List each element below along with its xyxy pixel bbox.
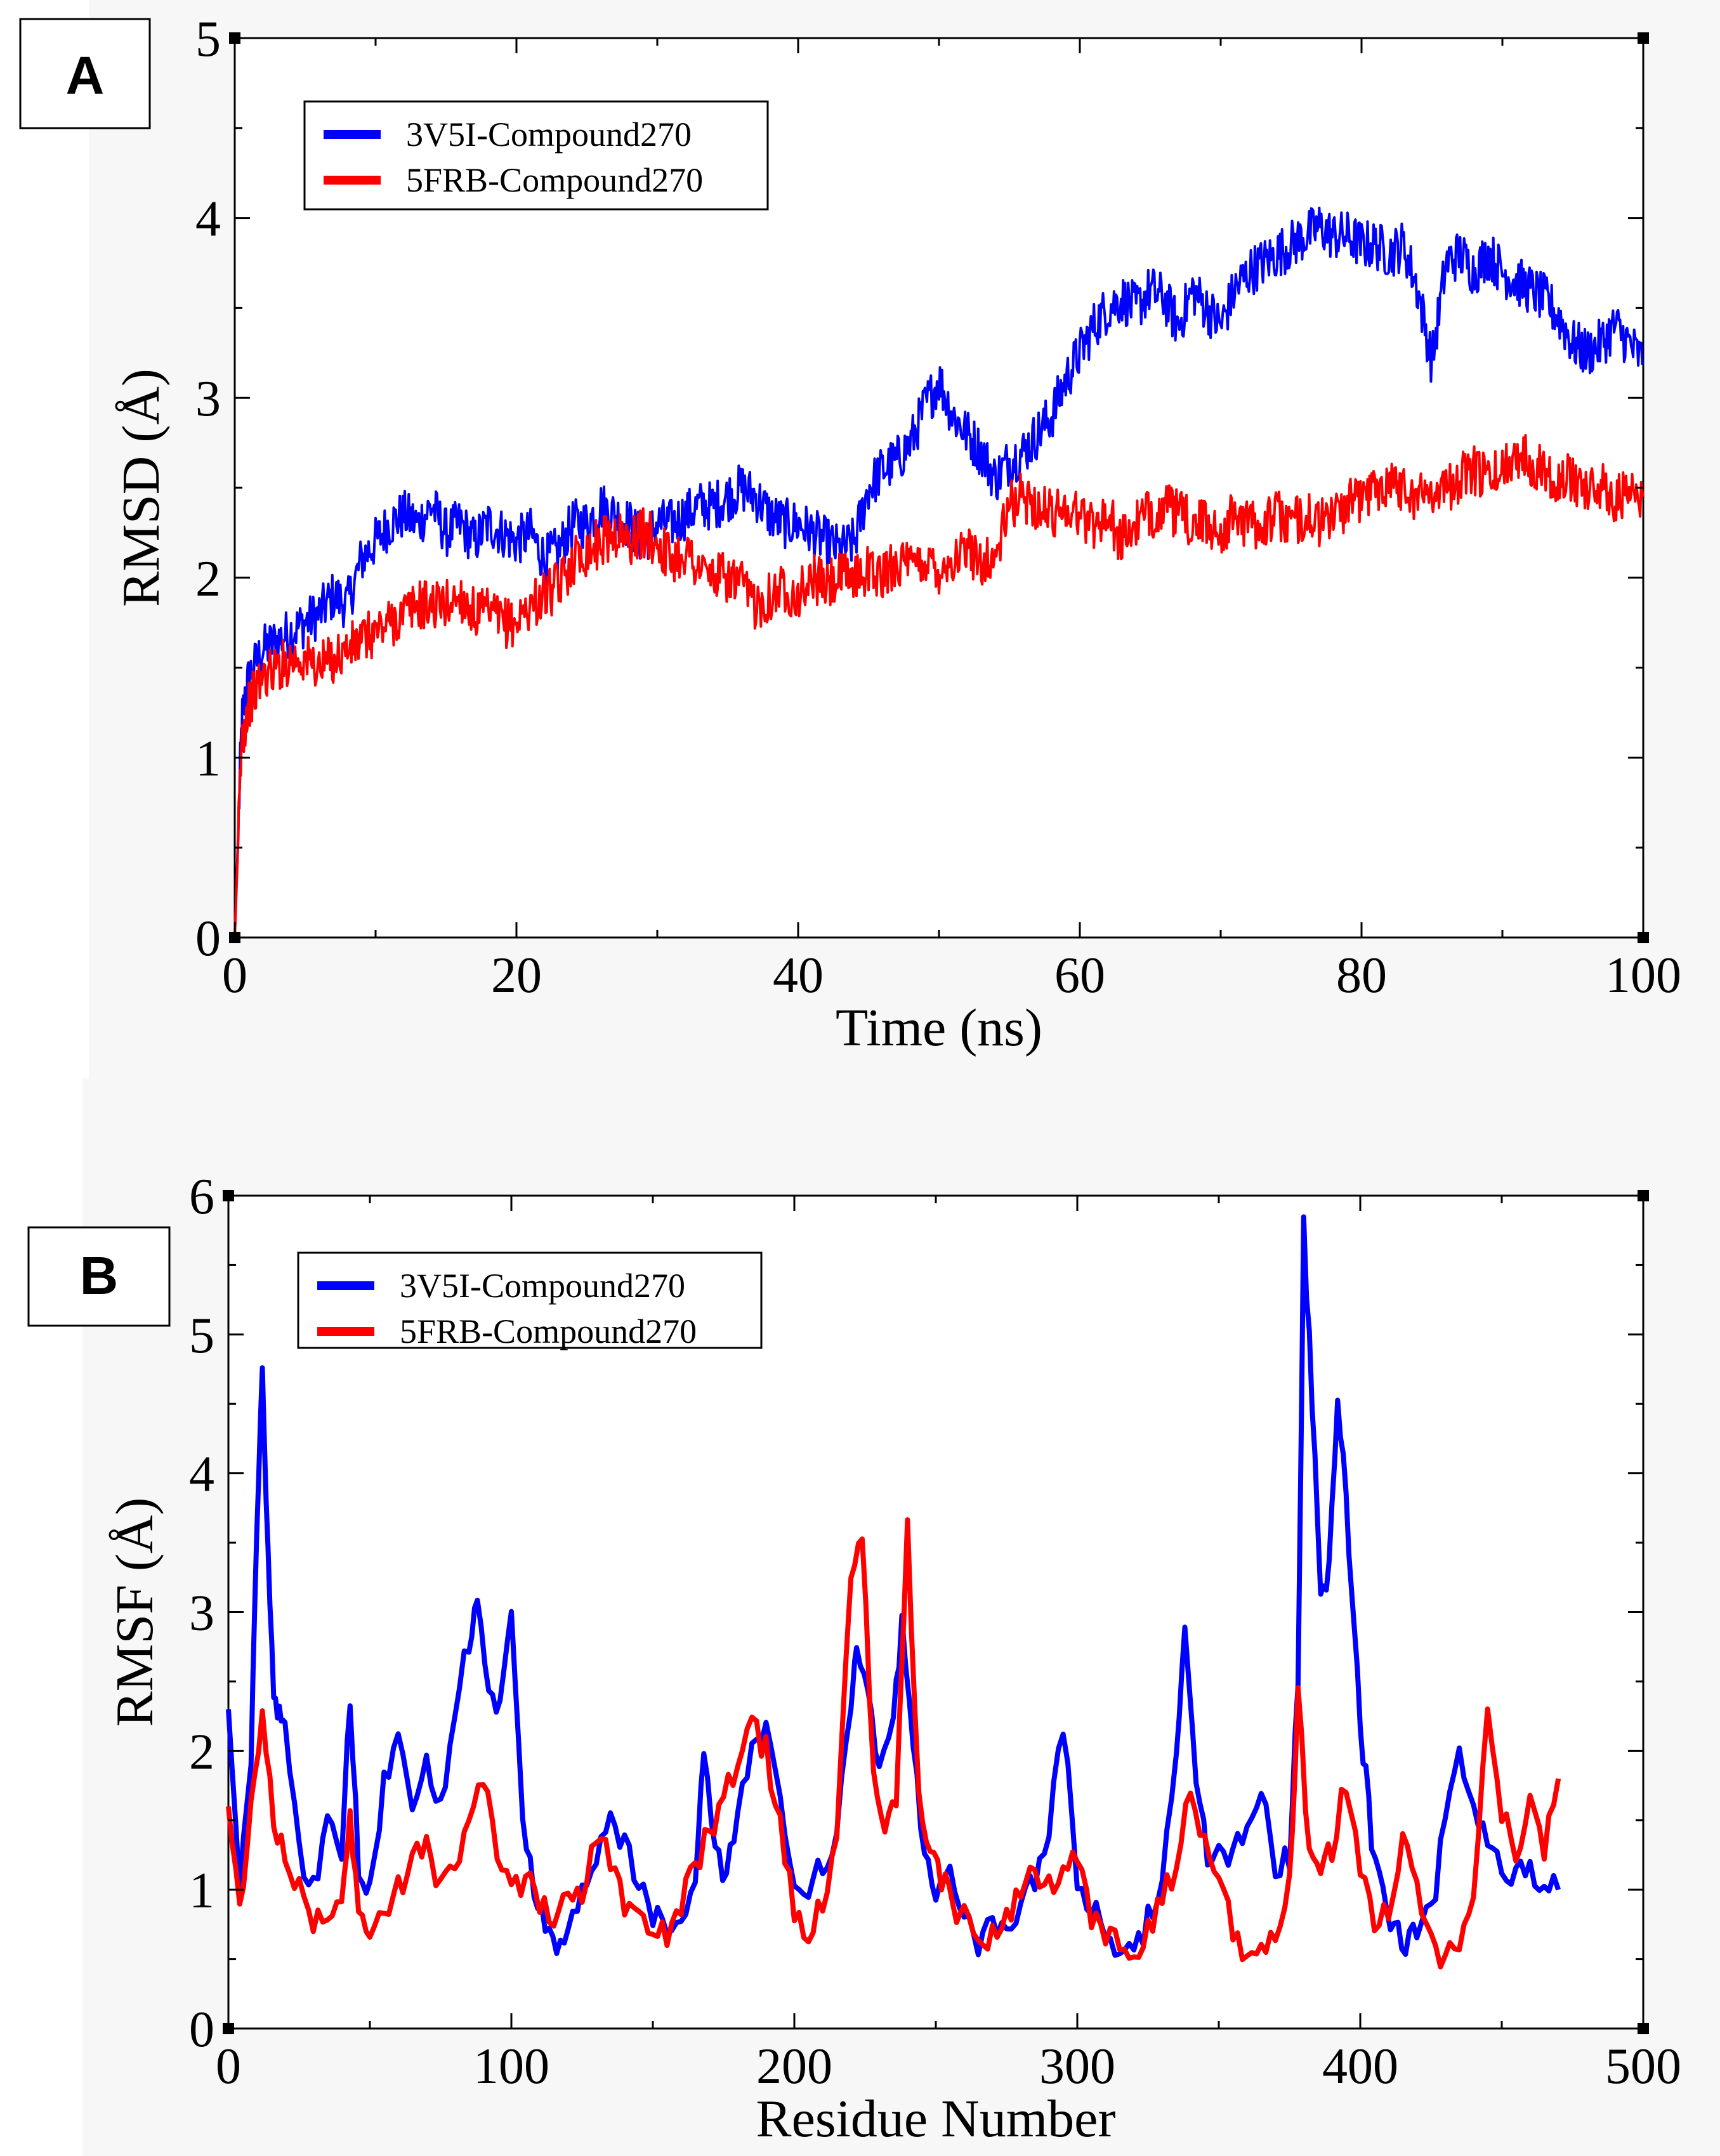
- y-axis-title: RMSF (Å): [105, 1498, 164, 1727]
- y-axis-title: RMSD (Å): [112, 369, 171, 607]
- series-line-2: [233, 434, 1645, 938]
- x-tick-label: 100: [473, 2039, 549, 2094]
- frame-corner-marker: [223, 2023, 234, 2034]
- y-tick-label: 5: [195, 11, 221, 67]
- x-tick-label: 0: [216, 2039, 241, 2094]
- panel-label-a: A: [66, 46, 105, 105]
- x-tick-label: 300: [1039, 2039, 1115, 2094]
- y-tick-label: 1: [195, 731, 221, 787]
- x-tick-label: 100: [1605, 948, 1681, 1003]
- x-tick-label: 0: [222, 948, 247, 1003]
- frame-corner-marker: [223, 1190, 234, 1201]
- x-tick-label: 20: [491, 948, 542, 1003]
- frame-corner-marker: [229, 32, 240, 44]
- frame-corner-marker: [1638, 932, 1649, 943]
- legend-box: [303, 100, 769, 211]
- y-tick-label: 0: [195, 911, 221, 967]
- series-line-1: [233, 206, 1645, 938]
- panel-label-b-box: B: [27, 1226, 171, 1327]
- frame-corner-marker: [1638, 1190, 1649, 1201]
- x-axis-title: Time (ns): [836, 998, 1042, 1057]
- legend-box: [297, 1251, 763, 1349]
- legend-label-1: 3V5I-Compound270: [406, 115, 692, 154]
- x-axis-title: Residue Number: [756, 2089, 1116, 2148]
- panel-a: A 0 20 40 60 80 100 0 1 2 3 4 5 Time (ns) RMSD (Å) 3V5…: [19, 11, 1681, 1057]
- y-tick-label: 6: [189, 1169, 214, 1225]
- y-tick-label: 5: [189, 1308, 214, 1364]
- rmsd-chart: A 0 20 40 60 80 100 0 1 2 3 4 5 Time (ns) RMSD (Å) 3V5…: [19, 11, 1681, 1057]
- y-tick-label: 4: [195, 192, 221, 247]
- y-tick-label: 2: [189, 1724, 214, 1780]
- series-line-1: [226, 1214, 1561, 1958]
- panel-b: B 0 100 200 300 400 500 0 1 2 3 4 5 6 Residue Number R…: [0, 1078, 1720, 2156]
- x-tick-label: 80: [1336, 948, 1387, 1003]
- panel-label-b: B: [80, 1246, 119, 1305]
- y-tick-label: 3: [189, 1586, 214, 1642]
- frame-corner-marker: [229, 932, 240, 943]
- x-tick-label: 500: [1605, 2039, 1681, 2094]
- x-tick-label: 40: [773, 948, 824, 1003]
- panel-label-a-box: A: [19, 18, 151, 129]
- y-tick-label: 2: [195, 551, 221, 607]
- legend-label-2: 5FRB-Compound270: [406, 161, 703, 199]
- rmsf-chart: B 0 100 200 300 400 500 0 1 2 3 4 5 6 Residue Number R…: [27, 1078, 1720, 2156]
- y-tick-label: 1: [189, 1863, 214, 1919]
- frame-corner-marker: [1638, 32, 1649, 44]
- series-line-2: [226, 1517, 1561, 1970]
- frame-corner-marker: [1638, 2023, 1649, 2034]
- x-tick-label: 400: [1322, 2039, 1398, 2094]
- y-tick-label: 0: [189, 2002, 214, 2058]
- legend-label-2: 5FRB-Compound270: [400, 1312, 697, 1350]
- x-tick-label: 60: [1054, 948, 1105, 1003]
- y-tick-label: 4: [189, 1447, 214, 1503]
- x-tick-label: 200: [756, 2039, 832, 2094]
- y-tick-label: 3: [195, 371, 221, 427]
- legend-label-1: 3V5I-Compound270: [400, 1267, 685, 1305]
